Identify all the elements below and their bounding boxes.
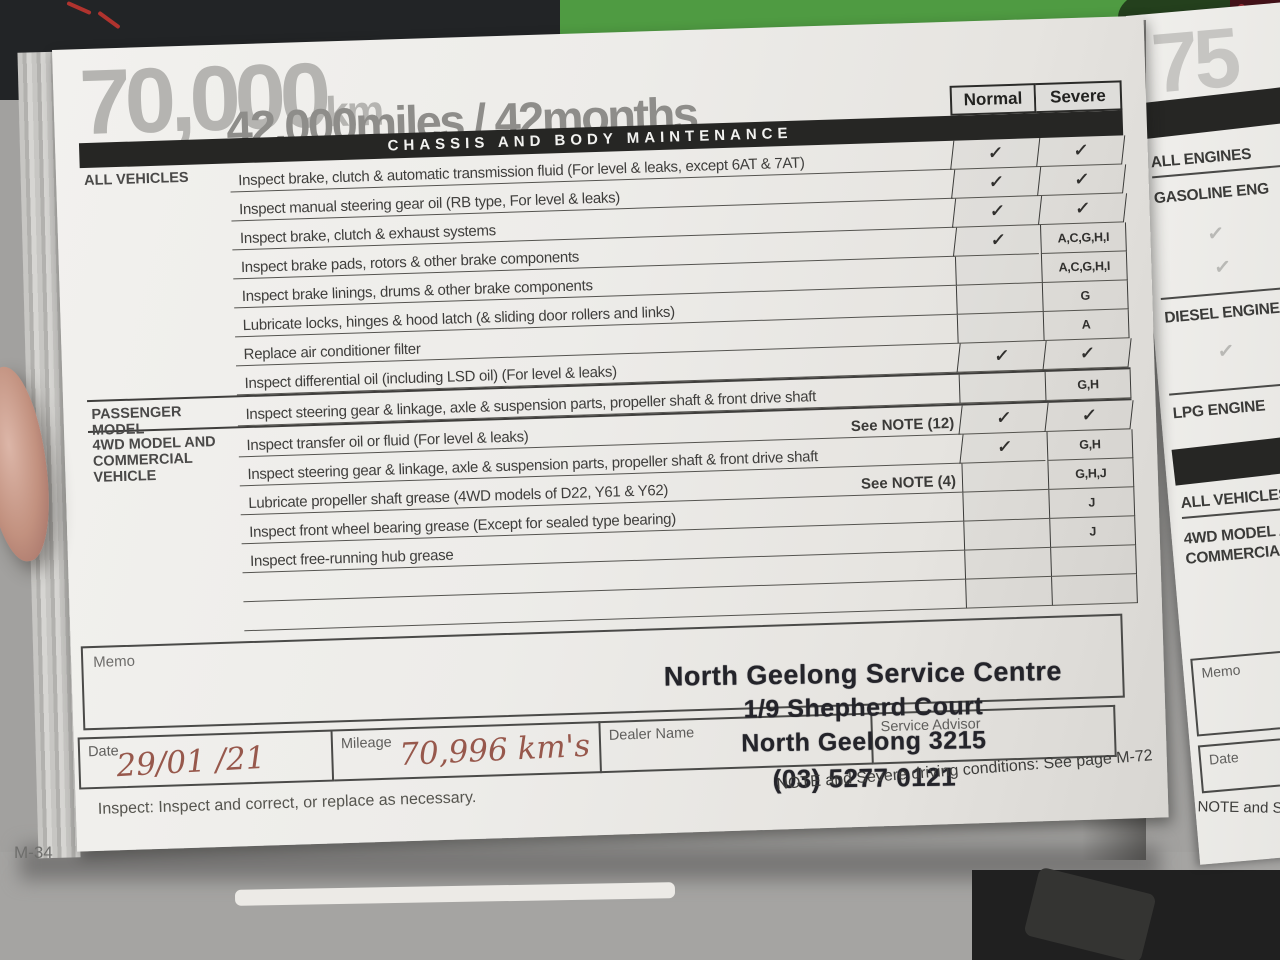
normal-check-cell	[956, 312, 1044, 344]
severe-check-cell: J	[1048, 487, 1136, 519]
normal-check-cell	[955, 283, 1043, 315]
severe-check-cell: J	[1049, 516, 1137, 548]
next-page-label-lpg-engine: LPG ENGINE	[1172, 397, 1266, 423]
date-value-handwritten: 29/01 /21	[115, 739, 267, 785]
severe-check-cell: ✓	[1042, 338, 1132, 371]
row-group-label: PASSENGER MODEL	[91, 404, 182, 440]
normal-check-cell: ✓	[951, 196, 1042, 228]
row-group-label	[94, 602, 245, 636]
row-group-label	[82, 221, 233, 255]
severe-check-cell: A,C,G,H,I	[1040, 251, 1128, 284]
row-note: See NOTE (12)	[850, 414, 955, 436]
row-group-label: 4WD MODEL AND COMMERCIAL VEHICLE	[92, 434, 216, 487]
stamp-dealer-name: North Geelong Service Centre	[663, 656, 1063, 692]
faint-checkmark: ✓	[1216, 340, 1235, 363]
next-page-memo-label: Memo	[1200, 661, 1241, 681]
severe-check-cell: ✓	[1037, 164, 1127, 197]
row-group-label	[90, 486, 241, 520]
severe-check-cell: G,H	[1044, 369, 1132, 401]
next-page-severe-note: NOTE and Severe	[1197, 798, 1280, 818]
normal-check-cell: ✓	[959, 431, 1049, 464]
severe-check-cell: G,H	[1046, 429, 1134, 461]
maintenance-table-body: ALL VEHICLES Inspect brake, clutch & aut…	[80, 135, 1138, 636]
normal-check-cell: ✓	[950, 138, 1040, 170]
book-shadow	[20, 846, 1160, 880]
severe-check-cell: A,C,G,H,I	[1039, 222, 1127, 255]
next-page-divider	[1160, 284, 1280, 301]
severe-check-cell: ✓	[1044, 400, 1134, 433]
row-description: Inspect free-running hub grease	[249, 546, 454, 571]
next-page-date-box: Date /	[1197, 729, 1280, 794]
column-header-severe: Severe	[1035, 80, 1123, 114]
severe-check-cell: ✓	[1037, 193, 1128, 226]
next-page-label-all-engines: ALL ENGINES	[1150, 143, 1280, 179]
severe-check-cell: ✓	[1036, 135, 1126, 168]
page-number: M-34	[14, 843, 53, 862]
next-page-label-diesel-engine: DIESEL ENGINE	[1163, 299, 1280, 327]
row-group-label	[85, 337, 236, 371]
row-group-label	[83, 279, 234, 313]
row-group-label	[92, 544, 243, 578]
row-group-label	[86, 366, 237, 400]
normal-check-cell	[961, 460, 1049, 493]
row-group-label	[84, 308, 235, 342]
stamp-suburb-postcode: North Geelong 3215	[741, 726, 987, 758]
severe-check-cell: G	[1041, 280, 1129, 313]
faint-checkmark: ✓	[1206, 222, 1225, 246]
next-page-date-label: Date	[1208, 749, 1240, 768]
next-page-label-all-vehicles: ALL VEHICLES	[1179, 483, 1280, 520]
normal-check-cell	[965, 576, 1052, 609]
normal-check-cell	[964, 547, 1052, 580]
normal-check-cell: ✓	[956, 340, 1046, 373]
normal-check-cell: ✓	[958, 402, 1048, 435]
row-group-label	[89, 457, 240, 491]
row-group-label: ALL VEHICLES	[83, 169, 189, 190]
stamp-street-address: 1/9 Shepherd Court	[743, 692, 984, 724]
row-group-label	[91, 515, 242, 549]
normal-check-cell	[962, 489, 1050, 522]
row-group-label	[93, 573, 244, 607]
faint-checkmark: ✓	[1213, 256, 1232, 279]
date-field: Date 29/01 /21	[77, 729, 335, 790]
inspect-footnote: Inspect: Inspect and correct, or replace…	[97, 789, 477, 818]
severe-check-cell	[1051, 574, 1138, 606]
normal-check-cell: ✓	[951, 167, 1041, 199]
row-group-label	[82, 250, 233, 284]
row-note: See NOTE (4)	[860, 472, 957, 493]
normal-check-cell	[958, 371, 1046, 404]
normal-check-cell: ✓	[952, 224, 1043, 257]
severe-check-cell: A	[1042, 309, 1130, 341]
normal-check-cell	[954, 254, 1042, 286]
row-description: Replace air conditioner filter	[243, 340, 421, 364]
next-page-label-gasoline-engine: GASOLINE ENG	[1153, 180, 1270, 208]
severe-check-cell	[1050, 545, 1138, 577]
column-header-normal: Normal	[949, 83, 1037, 116]
severe-check-cell: G,H,J	[1047, 458, 1135, 490]
normal-check-cell	[963, 518, 1051, 551]
next-page-memo-box: Memo	[1190, 642, 1280, 737]
mileage-field: Mileage 70,996 km's	[332, 721, 602, 782]
next-page-header-bar	[1171, 430, 1280, 486]
next-page-divider	[1169, 380, 1280, 396]
maintenance-table: Normal Severe CHASSIS AND BODY MAINTENAN…	[78, 80, 1138, 636]
service-record-page: 70,000km 42,000miles / 42months Normal S…	[52, 15, 1169, 852]
row-group-label	[81, 192, 232, 226]
